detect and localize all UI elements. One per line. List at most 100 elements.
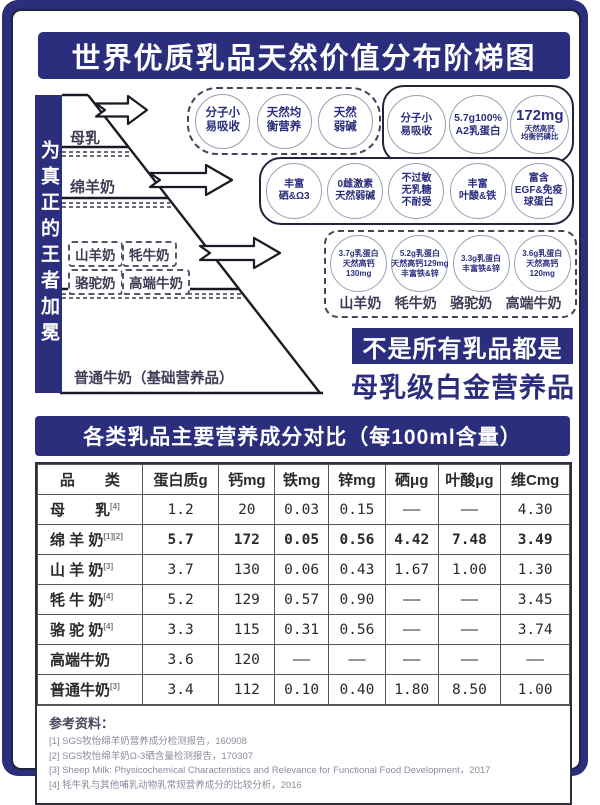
milk-name-cell: 普通牛奶[3]: [37, 674, 143, 705]
value-cell: 129: [218, 584, 276, 615]
value-cell: ——: [437, 494, 502, 525]
value-cell: 8.50: [437, 674, 502, 705]
milk-type-label: 牦牛奶: [394, 294, 437, 311]
column-header: 硒μg: [384, 464, 439, 495]
column-header: 蛋白质g: [141, 464, 220, 495]
table-row: 骆 驼 奶[4] 3.3 115 0.31 0.56 —— —— 3.74: [37, 614, 570, 645]
value-cell: 20: [218, 494, 276, 525]
arrow-right-icon: [198, 236, 282, 270]
slogan-banner: 不是所有乳品都是: [352, 328, 573, 364]
table-row: 绵 羊 奶[1][2] 5.7 172 0.05 0.56 4.42 7.48 3.49: [37, 524, 570, 555]
sheep-milk-badge-group-top: 分子小 易吸收 5.7g100% A2乳蛋白 172mg 天然高钙 均衡钙磷比: [382, 85, 574, 164]
value-cell: 3.6: [141, 644, 220, 675]
arrow-right-icon: [94, 94, 149, 126]
value-cell: 3.4: [141, 674, 220, 705]
other-milk-labels: 山羊奶 牦牛奶 骆驼奶 高端牛奶: [326, 293, 575, 313]
value-cell: 1.00: [500, 674, 570, 705]
table-row: 牦 牛 奶[4] 5.2 129 0.57 0.90 —— —— 3.45: [37, 584, 570, 615]
milk-tier-premium-cow: 高端牛奶: [122, 269, 190, 295]
value-cell: 112: [218, 674, 276, 705]
references-list: [1] SGS牧怡绵羊奶营养成分检测报告，160908 [2] SGS牧怡绵羊奶Ω…: [49, 735, 558, 794]
table-title-text: 各类乳品主要营养成分对比（每100ml含量）: [83, 426, 522, 449]
table-row: 山 羊 奶[3] 3.7 130 0.06 0.43 1.67 1.00 1.30: [37, 554, 570, 585]
milk-type-label: 骆驼奶: [450, 294, 493, 311]
column-header: 锌mg: [327, 464, 386, 495]
slogan-line2: 母乳级白金营养品: [351, 373, 575, 403]
other-milk-circles: 3.7g乳蛋白 天然高钙 130mg 5.2g乳蛋白 天然高钙129mg 丰富铁&锌 3.3…: [326, 235, 575, 293]
claim-badge: 富含 EGF&免疫 球蛋白: [510, 163, 567, 219]
nutrition-table: 品 类蛋白质g 钙mg 铁mg 锌mg 硒μg 叶酸μg 维Cmg 母 乳[4] 1.2 20 0…: [37, 464, 570, 705]
milk-tier-regular-cow: 普通牛奶（基础营养品）: [74, 371, 234, 387]
value-cell: 4.42: [384, 524, 439, 555]
claim-badge: 分子小 易吸收: [386, 95, 446, 154]
claim-badge: 5.7g100% A2乳蛋白: [448, 95, 508, 154]
nutrition-table-container: 品 类蛋白质g 钙mg 铁mg 锌mg 硒μg 叶酸μg 维Cmg 母 乳[4] 1.2 20 0…: [35, 462, 572, 805]
value-cell: 3.74: [500, 614, 570, 645]
value-cell: 5.2: [141, 584, 220, 615]
value-cell: 0.10: [274, 674, 329, 705]
claim-badge: 分子小 易吸收: [195, 93, 251, 149]
milk-type-label: 高端牛奶: [505, 294, 562, 311]
arrow-right-icon: [148, 163, 234, 197]
references-title: 参考资料：: [49, 716, 115, 731]
value-cell: ——: [384, 584, 439, 615]
value-cell: 1.80: [384, 674, 439, 705]
value-cell: 0.05: [274, 524, 329, 555]
side-banner: 为真正的王者加冕: [35, 95, 62, 393]
claim-badge: 5.2g乳蛋白 天然高钙129mg 丰富铁&锌: [391, 235, 449, 293]
value-cell: ——: [384, 614, 439, 645]
poster-title-text: 世界优质乳品天然价值分布阶梯图: [71, 42, 537, 75]
column-header: 叶酸μg: [437, 464, 502, 495]
milk-name-cell: 母 乳[4]: [37, 494, 143, 525]
value-cell: ——: [500, 644, 570, 675]
value-cell: ——: [437, 584, 502, 615]
value-cell: 3.7: [141, 554, 220, 585]
claim-badge: 丰富 叶酸&铁: [449, 163, 506, 219]
claim-badge: 天然均 衡营养: [256, 93, 312, 149]
milk-name-cell: 山 羊 奶[3]: [37, 554, 143, 585]
side-banner-text: 为真正的王者加冕: [38, 140, 59, 348]
milk-name-cell: 牦 牛 奶[4]: [37, 584, 143, 615]
column-header: 维Cmg: [500, 464, 570, 495]
value-cell: 4.30: [500, 494, 570, 525]
table-header-row: 品 类蛋白质g 钙mg 铁mg 锌mg 硒μg 叶酸μg 维Cmg: [37, 464, 570, 495]
milk-tier-goat: 山羊奶: [68, 241, 123, 267]
sheep-milk-badge-group-row: 丰富 硒&Ω3 0雌激素 天然弱碱 不过敏 无乳糖 不耐受 丰富 叶酸&铁 富含 EGF&免疫 球蛋白: [259, 157, 574, 225]
value-cell: 1.67: [384, 554, 439, 585]
value-cell: 0.56: [327, 614, 386, 645]
claim-badge: 3.6g乳蛋白 天然高钙 120mg: [513, 235, 571, 293]
breast-milk-badge-group: 分子小 易吸收 天然均 衡营养 天然 弱碱: [187, 87, 381, 155]
value-cell: ——: [384, 494, 439, 525]
reference-item: [2] SGS牧怡绵羊奶Ω-3硒含量检测报告，170307: [49, 750, 254, 762]
value-cell: 115: [218, 614, 276, 645]
references-section: 参考资料： [1] SGS牧怡绵羊奶营养成分检测报告，160908 [2] SGS…: [37, 705, 570, 803]
milk-name-cell: 绵 羊 奶[1][2]: [37, 524, 143, 555]
other-milk-badge-group: 3.7g乳蛋白 天然高钙 130mg 5.2g乳蛋白 天然高钙129mg 丰富铁&锌 3.3…: [324, 230, 577, 318]
value-cell: ——: [274, 644, 329, 675]
column-header: 品 类: [37, 464, 143, 495]
milk-tier-sheep: 绵羊奶: [70, 179, 116, 196]
value-cell: 0.43: [327, 554, 386, 585]
value-cell: 0.15: [327, 494, 386, 525]
value-cell: 3.45: [500, 584, 570, 615]
reference-item: [3] Sheep Milk: Physicochemical Characte…: [49, 765, 491, 777]
claim-badge: 3.3g乳蛋白 丰富铁&锌: [452, 235, 510, 293]
reference-item: [4] 牦牛乳与其他哺乳动物乳常规营养成分的比较分析，2016: [49, 780, 302, 792]
value-cell: 0.40: [327, 674, 386, 705]
table-row: 母 乳[4] 1.2 20 0.03 0.15 —— —— 4.30: [37, 494, 570, 525]
value-cell: ——: [437, 644, 502, 675]
value-cell: 7.48: [437, 524, 502, 555]
milk-tier-yak: 牦牛奶: [122, 241, 177, 267]
value-cell: 0.31: [274, 614, 329, 645]
reference-item: [1] SGS牧怡绵羊奶营养成分检测报告，160908: [49, 736, 247, 747]
column-header: 钙mg: [218, 464, 276, 495]
claim-badge: 3.7g乳蛋白 天然高钙 130mg: [330, 235, 388, 293]
value-cell: 1.00: [437, 554, 502, 585]
value-cell: 0.56: [327, 524, 386, 555]
value-cell: 0.90: [327, 584, 386, 615]
claim-badge: 不过敏 无乳糖 不耐受: [388, 163, 445, 219]
table-row: 高端牛奶 3.6 120 —— —— —— —— ——: [37, 644, 570, 675]
table-row: 普通牛奶[3] 3.4 112 0.10 0.40 1.80 8.50 1.00: [37, 674, 570, 705]
value-cell: 120: [218, 644, 276, 675]
value-cell: 130: [218, 554, 276, 585]
